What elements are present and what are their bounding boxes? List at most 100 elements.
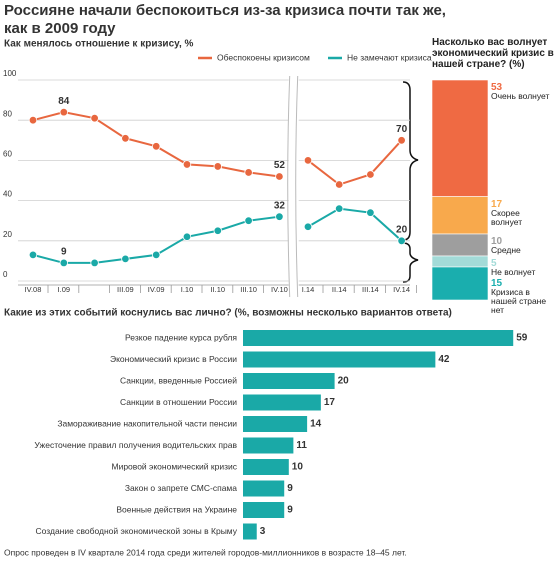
category-label: Экономический кризис в России <box>110 354 237 364</box>
segment-label: Кризиса в нашей стране нет <box>491 287 547 315</box>
x-tick-label: III.14 <box>362 285 379 294</box>
data-point <box>28 115 38 125</box>
bar-segment <box>431 266 489 301</box>
data-point <box>121 254 130 264</box>
y-tick-label: 60 <box>3 150 12 159</box>
value-label: 9 <box>287 505 293 516</box>
value-label: 9 <box>287 483 293 494</box>
data-point <box>244 168 253 177</box>
y-tick-label: 100 <box>3 69 17 78</box>
series-line <box>32 207 403 264</box>
x-tick-label: IV.10 <box>271 285 288 294</box>
bar <box>243 480 285 497</box>
data-point <box>28 250 38 260</box>
category-label: Мировой экономический кризис <box>111 461 237 471</box>
data-point <box>90 258 99 268</box>
bar <box>243 330 514 346</box>
value-label: 11 <box>296 440 307 451</box>
data-point <box>275 172 284 181</box>
data-point <box>59 258 68 268</box>
bar-segment <box>431 255 489 268</box>
category-label: Военные действия на Украине <box>116 504 237 514</box>
data-point <box>59 107 68 117</box>
axis-break <box>288 76 299 297</box>
bar <box>243 459 289 475</box>
value-label: 17 <box>324 397 336 408</box>
segment-label: Средне <box>491 245 521 255</box>
legend-label: Не замечают кризиса <box>347 52 432 62</box>
bar-segment <box>431 196 489 235</box>
chart-subtitle: Как менялось отношение к кризису, % <box>4 39 194 50</box>
value-label: 3 <box>260 526 266 537</box>
value-label: 14 <box>310 419 322 430</box>
category-label: Резкое падение курса рубля <box>125 332 237 342</box>
data-label: 20 <box>396 224 408 235</box>
axis-break-line <box>295 75 299 298</box>
x-tick-label: II.10 <box>211 285 226 294</box>
x-tick-label: I.14 <box>302 285 315 294</box>
brace <box>402 242 419 283</box>
x-tick-label: I.10 <box>181 285 194 294</box>
data-label: 70 <box>396 124 408 135</box>
bar <box>243 523 257 540</box>
y-tick-label: 0 <box>3 270 8 279</box>
data-point <box>213 226 222 235</box>
value-label: 42 <box>438 354 450 365</box>
value-label: 20 <box>338 376 350 387</box>
title-line: Россияне начали беспокоиться из-за кризи… <box>4 2 446 19</box>
bar <box>243 394 321 411</box>
bar-segment <box>431 79 489 197</box>
chart-subtitle: Какие из этих событий коснулись вас личн… <box>4 307 452 319</box>
data-point <box>335 180 344 189</box>
data-point <box>213 162 222 171</box>
category-label: Создание свободной экономической зоны в … <box>36 526 238 536</box>
x-tick-label: II.14 <box>332 285 347 294</box>
value-label: 59 <box>516 333 528 344</box>
x-tick-label: IV.09 <box>148 285 165 294</box>
category-label: Санкции в отношении России <box>120 397 237 407</box>
bar <box>243 373 335 389</box>
chart-subtitle: Насколько вас волнует экономический криз… <box>432 37 554 70</box>
segment-value: 53 <box>491 82 503 93</box>
x-tick-label: IV.14 <box>393 285 410 294</box>
value-label: 10 <box>292 462 304 473</box>
segment-value: 17 <box>491 198 503 210</box>
segment-value: 15 <box>491 278 503 289</box>
segment-label: Очень волнует <box>491 91 550 101</box>
data-point <box>121 134 130 143</box>
data-point <box>397 136 406 145</box>
x-tick-label: I.09 <box>58 285 71 294</box>
legend-label: Обеспокоены кризисом <box>217 52 310 62</box>
axis-break-line <box>287 75 291 298</box>
data-label: 9 <box>61 247 67 258</box>
data-label: 52 <box>274 160 286 171</box>
data-point <box>151 142 161 151</box>
x-tick-label: III.10 <box>240 285 257 294</box>
bar <box>243 502 285 518</box>
segment-label: Скорее волнует <box>491 207 523 227</box>
bar <box>243 437 294 454</box>
category-label: Замораживание накопительной части пенсии <box>57 418 237 428</box>
category-label: Санкции, введенные Россией <box>120 375 237 385</box>
y-tick-label: 80 <box>3 109 12 118</box>
y-tick-label: 40 <box>3 190 12 199</box>
data-point <box>335 204 344 213</box>
data-point <box>366 208 375 217</box>
x-tick-label: III.09 <box>117 285 134 294</box>
data-point <box>151 250 161 260</box>
data-label: 32 <box>274 200 286 211</box>
brace <box>402 81 419 241</box>
data-label: 84 <box>58 96 70 107</box>
x-tick-label: IV.08 <box>25 285 42 294</box>
bar-segment <box>431 233 489 257</box>
data-point <box>244 216 253 225</box>
category-label: Ужесточение правил получения водительски… <box>34 440 237 450</box>
data-point <box>90 113 99 123</box>
data-point <box>275 212 284 221</box>
data-point <box>366 170 375 179</box>
bar <box>243 351 436 368</box>
segment-label: Не волнует <box>491 267 536 277</box>
series-line <box>32 111 403 186</box>
